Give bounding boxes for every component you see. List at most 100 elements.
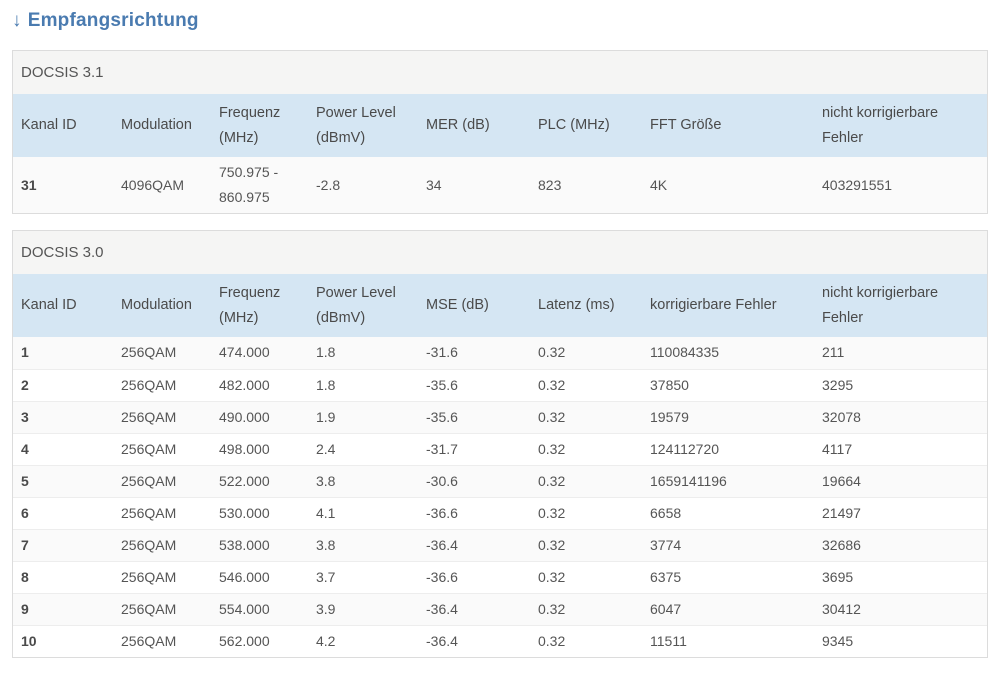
value-cell: 1.8 (308, 337, 418, 369)
value-cell: -36.4 (418, 529, 530, 561)
column-header: Modulation (113, 94, 211, 157)
value-cell: 0.32 (530, 529, 642, 561)
column-header: nicht korrigierbare Fehler (814, 94, 987, 157)
value-cell: 124112720 (642, 433, 814, 465)
column-header: Power Level (dBmV) (308, 274, 418, 337)
value-cell: 32686 (814, 529, 987, 561)
value-cell: 3.8 (308, 465, 418, 497)
value-cell: 4117 (814, 433, 987, 465)
value-cell: 1.9 (308, 401, 418, 433)
value-cell: 554.000 (211, 593, 308, 625)
value-cell: 6375 (642, 561, 814, 593)
channel-id-cell: 1 (13, 337, 113, 369)
header-row: Kanal IDModulationFrequenz (MHz)Power Le… (13, 94, 987, 157)
value-cell: 6658 (642, 497, 814, 529)
value-cell: -31.7 (418, 433, 530, 465)
table-card-docsis-3-0: DOCSIS 3.0Kanal IDModulationFrequenz (MH… (12, 230, 988, 658)
channel-id-cell: 10 (13, 625, 113, 657)
table-row: 1256QAM474.0001.8-31.60.32110084335211 (13, 337, 987, 369)
column-header: Frequenz (MHz) (211, 274, 308, 337)
value-cell: 1659141196 (642, 465, 814, 497)
value-cell: 256QAM (113, 337, 211, 369)
value-cell: 0.32 (530, 369, 642, 401)
channel-id-cell: 8 (13, 561, 113, 593)
channel-id-cell: 2 (13, 369, 113, 401)
channel-id-cell: 5 (13, 465, 113, 497)
value-cell: -35.6 (418, 401, 530, 433)
table-row: 3256QAM490.0001.9-35.60.321957932078 (13, 401, 987, 433)
value-cell: 21497 (814, 497, 987, 529)
value-cell: 0.32 (530, 561, 642, 593)
value-cell: 0.32 (530, 593, 642, 625)
column-header: PLC (MHz) (530, 94, 642, 157)
column-header: MSE (dB) (418, 274, 530, 337)
value-cell: 3695 (814, 561, 987, 593)
table-card-docsis-3-1: DOCSIS 3.1Kanal IDModulationFrequenz (MH… (12, 50, 988, 214)
column-header: Modulation (113, 274, 211, 337)
value-cell: 546.000 (211, 561, 308, 593)
value-cell: -31.6 (418, 337, 530, 369)
value-cell: -36.4 (418, 593, 530, 625)
channel-id-cell: 31 (13, 157, 113, 213)
value-cell: 530.000 (211, 497, 308, 529)
value-cell: 211 (814, 337, 987, 369)
value-cell: 474.000 (211, 337, 308, 369)
channel-id-cell: 6 (13, 497, 113, 529)
value-cell: 256QAM (113, 433, 211, 465)
value-cell: 37850 (642, 369, 814, 401)
value-cell: 482.000 (211, 369, 308, 401)
value-cell: -2.8 (308, 157, 418, 213)
channel-table: Kanal IDModulationFrequenz (MHz)Power Le… (13, 94, 987, 213)
value-cell: 0.32 (530, 497, 642, 529)
table-row: 8256QAM546.0003.7-36.60.3263753695 (13, 561, 987, 593)
value-cell: -30.6 (418, 465, 530, 497)
value-cell: 522.000 (211, 465, 308, 497)
column-header: Frequenz (MHz) (211, 94, 308, 157)
value-cell: 34 (418, 157, 530, 213)
value-cell: 256QAM (113, 465, 211, 497)
down-arrow-icon: ↓ (12, 10, 22, 31)
table-row: 7256QAM538.0003.8-36.40.32377432686 (13, 529, 987, 561)
value-cell: 0.32 (530, 625, 642, 657)
column-header: FFT Größe (642, 94, 814, 157)
column-header: nicht korrigierbare Fehler (814, 274, 987, 337)
value-cell: -36.6 (418, 497, 530, 529)
table-row: 9256QAM554.0003.9-36.40.32604730412 (13, 593, 987, 625)
page-title-label: Empfangsrichtung (28, 10, 199, 31)
value-cell: 750.975 - 860.975 (211, 157, 308, 213)
page-title: ↓ Empfangsrichtung (12, 10, 988, 32)
value-cell: 19579 (642, 401, 814, 433)
column-header: Power Level (dBmV) (308, 94, 418, 157)
value-cell: 0.32 (530, 465, 642, 497)
value-cell: 110084335 (642, 337, 814, 369)
value-cell: 19664 (814, 465, 987, 497)
value-cell: 4.1 (308, 497, 418, 529)
value-cell: 6047 (642, 593, 814, 625)
table-row: 2256QAM482.0001.8-35.60.32378503295 (13, 369, 987, 401)
value-cell: 498.000 (211, 433, 308, 465)
value-cell: 256QAM (113, 561, 211, 593)
value-cell: 0.32 (530, 401, 642, 433)
column-header: Kanal ID (13, 94, 113, 157)
channel-id-cell: 3 (13, 401, 113, 433)
value-cell: 2.4 (308, 433, 418, 465)
table-row: 10256QAM562.0004.2-36.40.32115119345 (13, 625, 987, 657)
value-cell: 3295 (814, 369, 987, 401)
value-cell: 3.8 (308, 529, 418, 561)
column-header: Latenz (ms) (530, 274, 642, 337)
value-cell: 256QAM (113, 529, 211, 561)
value-cell: 1.8 (308, 369, 418, 401)
value-cell: 490.000 (211, 401, 308, 433)
column-header: Kanal ID (13, 274, 113, 337)
value-cell: -35.6 (418, 369, 530, 401)
table-row: 314096QAM750.975 - 860.975-2.8348234K403… (13, 157, 987, 213)
value-cell: -36.4 (418, 625, 530, 657)
section-title: DOCSIS 3.1 (13, 51, 987, 94)
value-cell: 30412 (814, 593, 987, 625)
value-cell: 256QAM (113, 497, 211, 529)
page: ↓Empfangsrichtung DOCSIS 3.1Kanal IDModu… (0, 0, 999, 678)
channel-table: Kanal IDModulationFrequenz (MHz)Power Le… (13, 274, 987, 657)
value-cell: 3774 (642, 529, 814, 561)
table-row: 4256QAM498.0002.4-31.70.321241127204117 (13, 433, 987, 465)
column-header: MER (dB) (418, 94, 530, 157)
